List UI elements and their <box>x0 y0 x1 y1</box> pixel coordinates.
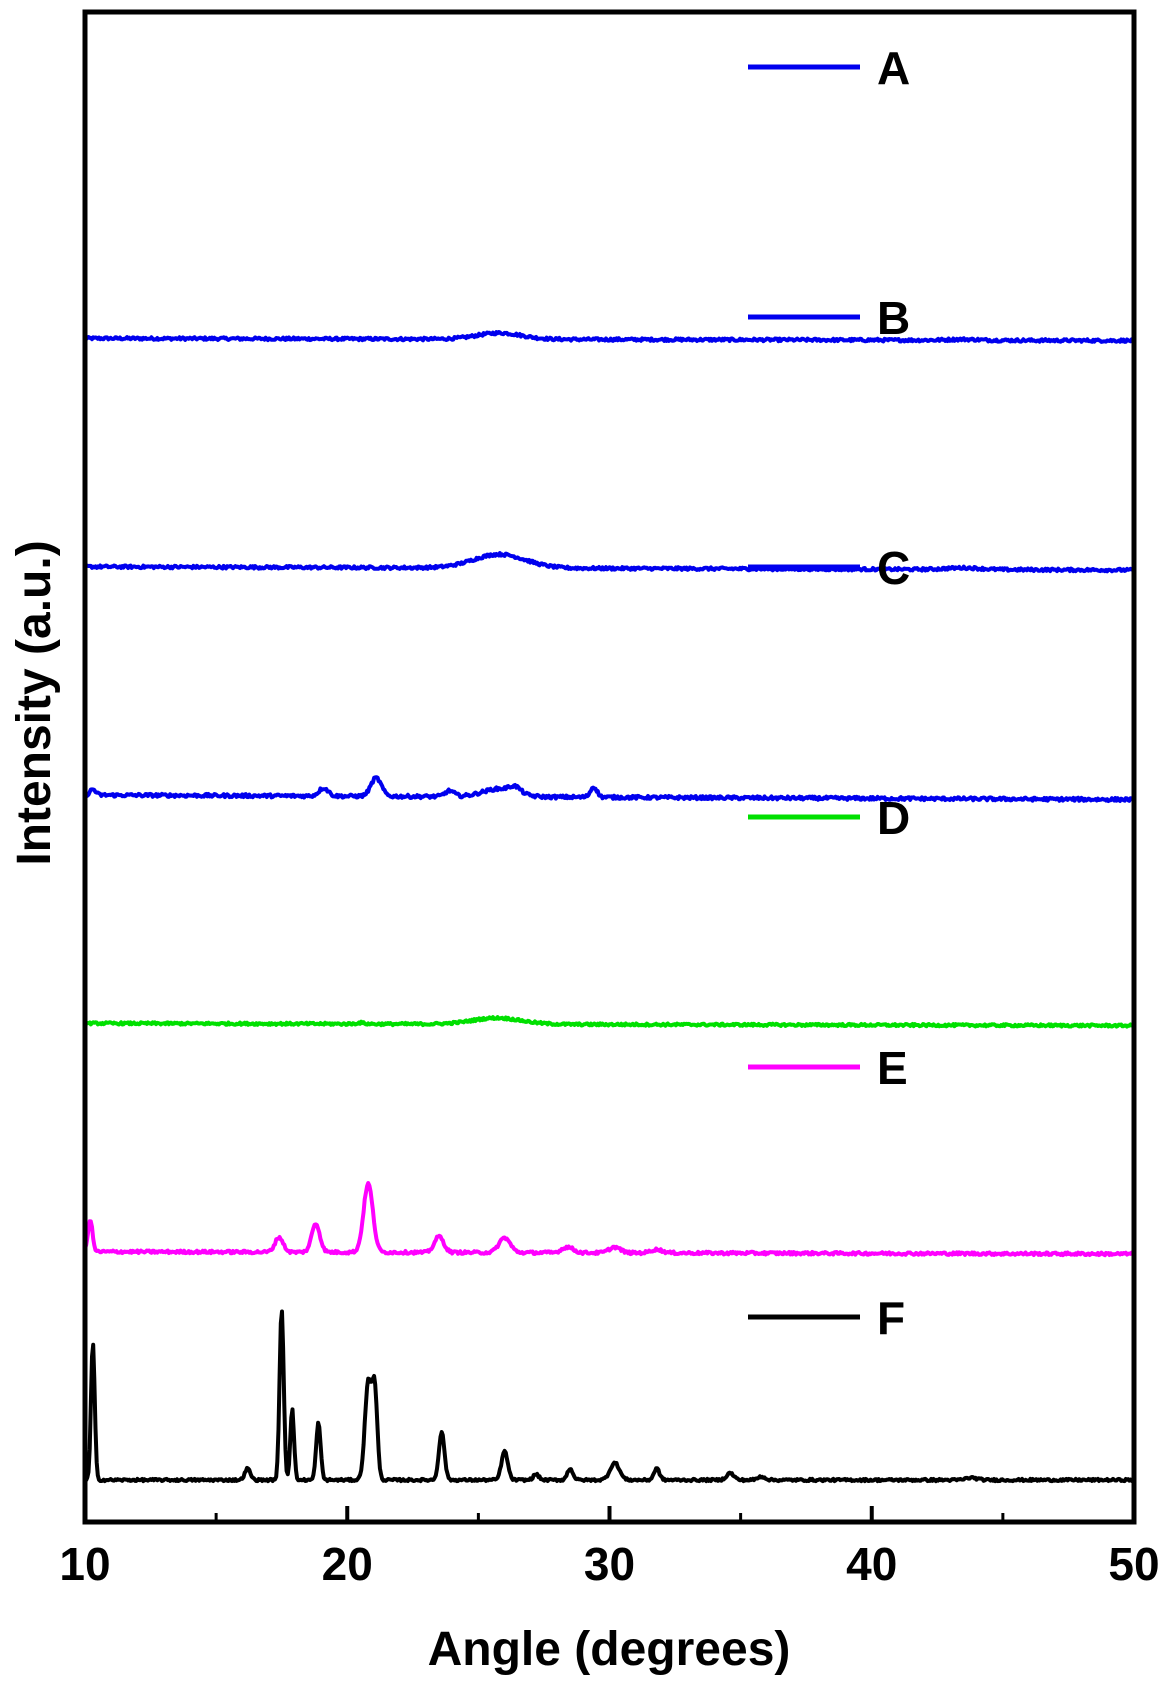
series-line-B <box>83 551 1136 574</box>
x-tick-label: 10 <box>59 1538 110 1590</box>
legend-label-D: D <box>877 792 910 844</box>
x-tick-label: 30 <box>584 1538 635 1590</box>
series-layer <box>83 330 1136 1484</box>
series-line-E <box>83 1181 1136 1258</box>
series-line-A <box>83 330 1135 344</box>
x-axis-title: Angle (degrees) <box>428 1623 791 1676</box>
series-line-F <box>84 1309 1136 1484</box>
series-line-D <box>84 1015 1135 1029</box>
tick-layer: 10 20 30 40 50 <box>59 1506 1160 1590</box>
x-tick-label: 40 <box>846 1538 897 1590</box>
x-tick-label: 20 <box>322 1538 373 1590</box>
y-axis-title: Intensity (a.u.) <box>8 540 61 865</box>
legend-label-C: C <box>877 542 910 594</box>
x-tick-label: 50 <box>1108 1538 1159 1590</box>
series-line-C <box>84 775 1135 803</box>
legend: A B C D E F <box>748 42 910 1344</box>
legend-label-A: A <box>877 42 910 94</box>
plot-frame <box>82 9 1137 1525</box>
legend-label-F: F <box>877 1292 905 1344</box>
legend-label-B: B <box>877 292 910 344</box>
legend-label-E: E <box>877 1042 908 1094</box>
